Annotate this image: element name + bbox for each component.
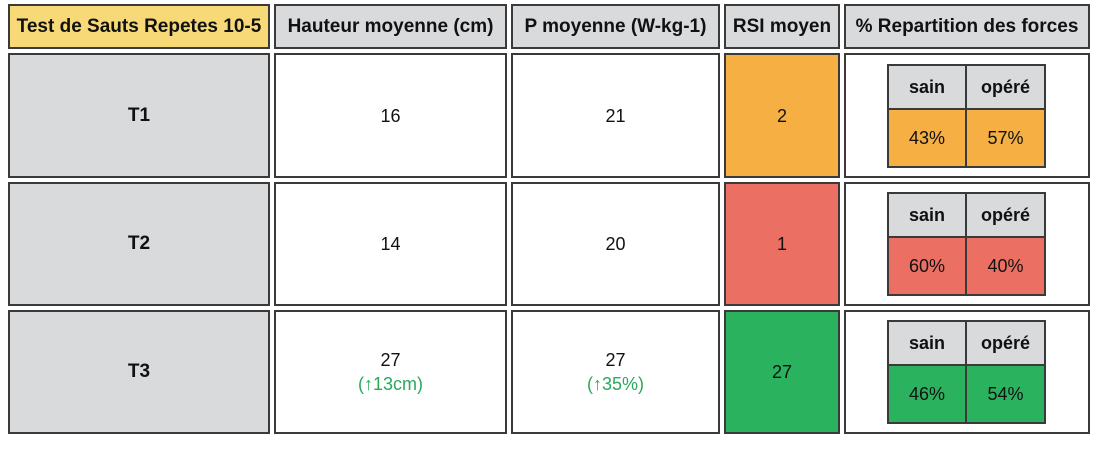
split-value-sain: 60% — [887, 236, 967, 296]
hauteur-t1: 16 — [274, 53, 507, 178]
row-label-t2: T2 — [8, 182, 270, 306]
hauteur-value: 16 — [380, 105, 401, 126]
row-label-t3: T3 — [8, 310, 270, 434]
hauteur-value: 14 — [380, 234, 401, 254]
puissance-value: 21 — [605, 105, 626, 126]
split-header-sain: sain — [887, 64, 967, 110]
split-value-sain: 46% — [887, 364, 967, 424]
hauteur-delta: (↑13cm) — [357, 374, 423, 394]
hauteur-t3: 27 (↑13cm) — [274, 310, 507, 434]
puissance-value: 27 — [605, 350, 626, 370]
split-value-opere: 54% — [965, 364, 1046, 424]
split-header-opere: opéré — [965, 192, 1046, 238]
puissance-t3: 27 (↑35%) — [511, 310, 720, 434]
puissance-t1: 21 — [511, 53, 720, 178]
split-value-opere: 57% — [965, 108, 1046, 168]
puissance-delta: (↑35%) — [586, 374, 644, 394]
puissance-t2: 20 — [511, 182, 720, 306]
split-header-sain: sain — [887, 192, 967, 238]
header-hauteur: Hauteur moyenne (cm) — [274, 4, 507, 49]
header-puissance: P moyenne (W-kg-1) — [511, 4, 720, 49]
row-label-t1: T1 — [8, 53, 270, 178]
header-rsi: RSI moyen — [724, 4, 840, 49]
rsi-t1: 2 — [724, 53, 840, 178]
split-header-sain: sain — [887, 320, 967, 366]
rsi-t2: 1 — [724, 182, 840, 306]
header-repartition: % Repartition des forces — [844, 4, 1090, 49]
rsi-t3: 27 — [724, 310, 840, 434]
hauteur-value: 27 — [380, 350, 401, 370]
split-header-opere: opéré — [965, 320, 1046, 366]
header-test-name: Test de Sauts Repetes 10-5 — [8, 4, 270, 49]
puissance-value: 20 — [605, 234, 626, 254]
split-value-opere: 40% — [965, 236, 1046, 296]
split-header-opere: opéré — [965, 64, 1046, 110]
hauteur-t2: 14 — [274, 182, 507, 306]
split-value-sain: 43% — [887, 108, 967, 168]
